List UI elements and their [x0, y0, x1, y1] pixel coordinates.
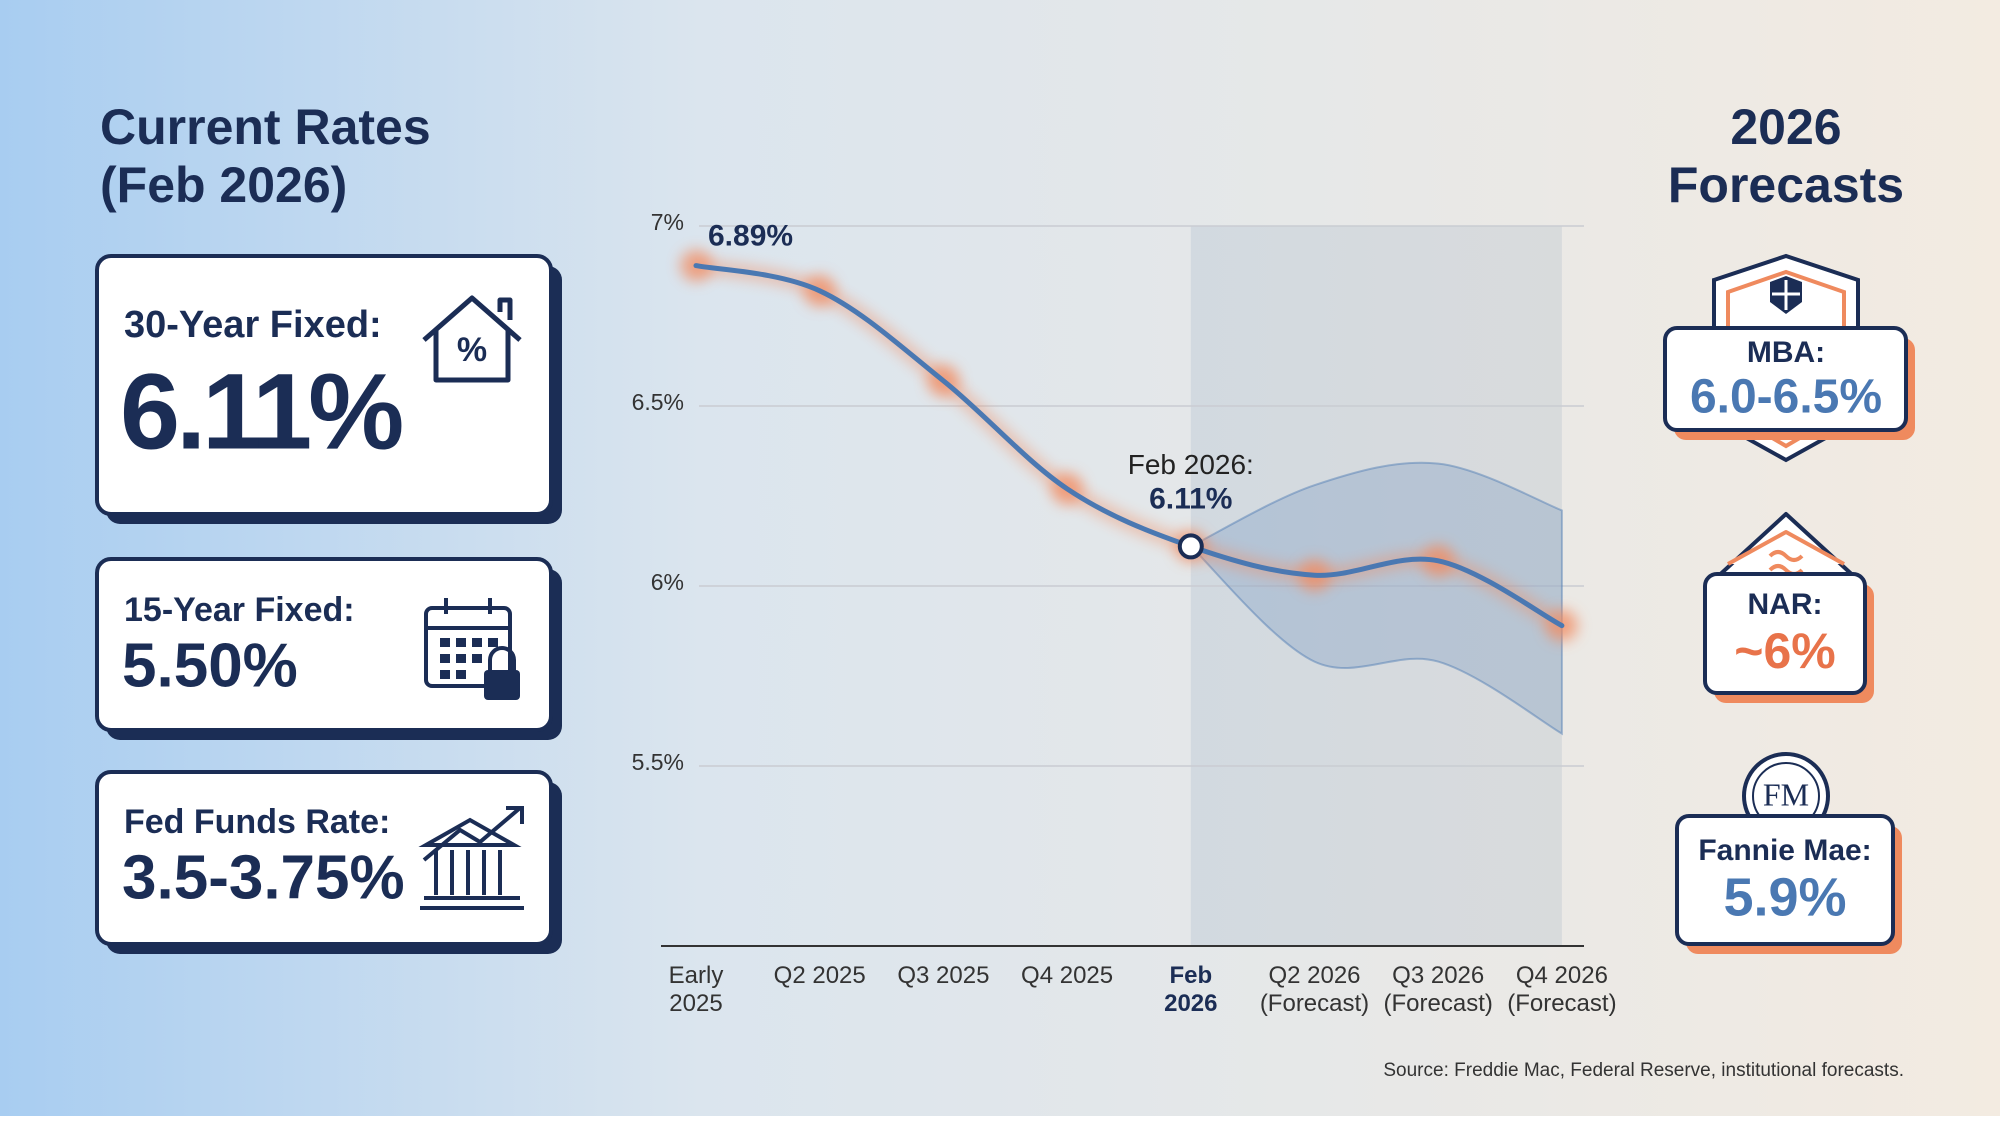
card	[1675, 814, 1895, 946]
svg-text:%: %	[457, 331, 487, 369]
panel-title: Current Rates	[100, 99, 431, 155]
bank-icon	[418, 806, 524, 910]
card-value: 6.0-6.5%	[1690, 371, 1882, 424]
left-panel: Current Rates (Feb 2026) 30-Year Fixed: …	[95, 99, 562, 954]
annotation: Feb 2026:	[1128, 449, 1254, 480]
x-tick-label: Q4 2026 (Forecast)	[1507, 962, 1616, 1017]
x-tick-label: Q3 2025	[897, 962, 989, 989]
card-label: Fannie Mae:	[1698, 834, 1871, 867]
x-tick-label: Feb 2026	[1164, 962, 1217, 1017]
card-value: 3.5-3.75%	[122, 843, 405, 912]
house-icon: %	[422, 295, 522, 383]
x-tick-label: Early 2025	[669, 962, 724, 1017]
x-tick-label: Q2 2025	[774, 962, 866, 989]
y-tick-label: 7%	[651, 209, 684, 235]
card-label: NAR:	[1748, 588, 1823, 621]
y-tick-label: 6.5%	[632, 389, 684, 415]
card	[95, 770, 553, 946]
forecast-band	[1189, 461, 1563, 736]
x-tick-label: Q4 2025	[1021, 962, 1113, 989]
line	[693, 263, 1565, 629]
highlight-point	[1177, 533, 1204, 560]
card-label: Fed Funds Rate:	[124, 803, 390, 841]
x-tick-label: Q2 2026 (Forecast)	[1260, 962, 1369, 1017]
y-tick-label: 6%	[651, 569, 684, 595]
calendar-icon	[424, 598, 520, 700]
y-tick-label: 5.5%	[632, 749, 684, 775]
data-label: 6.89%	[708, 220, 793, 253]
panel-title: (Feb 2026)	[100, 157, 347, 213]
source-note: Source: Freddie Mac, Federal Reserve, in…	[1383, 1060, 1904, 1081]
line-chart: 5.5% 6% 6.5% 7% 6.89% Feb 2026:6.11% Early 2025…	[632, 209, 1617, 1017]
card-value: 6.11%	[120, 351, 402, 472]
card	[95, 254, 553, 516]
data-label: 6.11%	[1149, 482, 1232, 515]
right-panel: 2026 Forecasts MBA: 6.0-6.5% NAR: ~6% FM…	[1663, 99, 1915, 954]
card	[1703, 572, 1867, 695]
card	[1663, 326, 1908, 432]
x-tick-label: Q3 2026 (Forecast)	[1384, 962, 1493, 1017]
panel-title: Forecasts	[1668, 157, 1904, 213]
card-label: 15-Year Fixed:	[124, 591, 355, 629]
card-label: MBA:	[1747, 336, 1825, 369]
card-label: 30-Year Fixed:	[124, 304, 382, 346]
logo-text: FM	[1763, 776, 1809, 812]
card-value: 5.50%	[122, 631, 298, 700]
card-value: 5.9%	[1723, 867, 1846, 927]
panel-title: 2026	[1730, 99, 1841, 155]
card-value: ~6%	[1734, 623, 1835, 679]
